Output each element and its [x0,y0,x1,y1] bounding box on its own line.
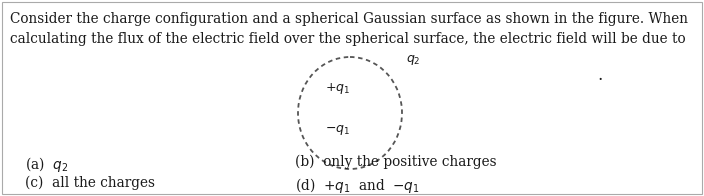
Text: (d)  $+q_1$  and  $-q_1$: (d) $+q_1$ and $-q_1$ [295,176,420,195]
Text: $q_2$: $q_2$ [406,53,420,67]
Text: (b)  only the positive charges: (b) only the positive charges [295,155,496,169]
Text: $+q_1$: $+q_1$ [325,81,351,95]
Text: .: . [598,66,603,83]
Text: $-q_1$: $-q_1$ [325,123,351,137]
Text: (c)  all the charges: (c) all the charges [25,176,155,190]
Text: Consider the charge configuration and a spherical Gaussian surface as shown in t: Consider the charge configuration and a … [10,12,688,26]
Text: calculating the flux of the electric field over the spherical surface, the elect: calculating the flux of the electric fie… [10,32,686,46]
Text: (a)  $q_2$: (a) $q_2$ [25,155,68,174]
